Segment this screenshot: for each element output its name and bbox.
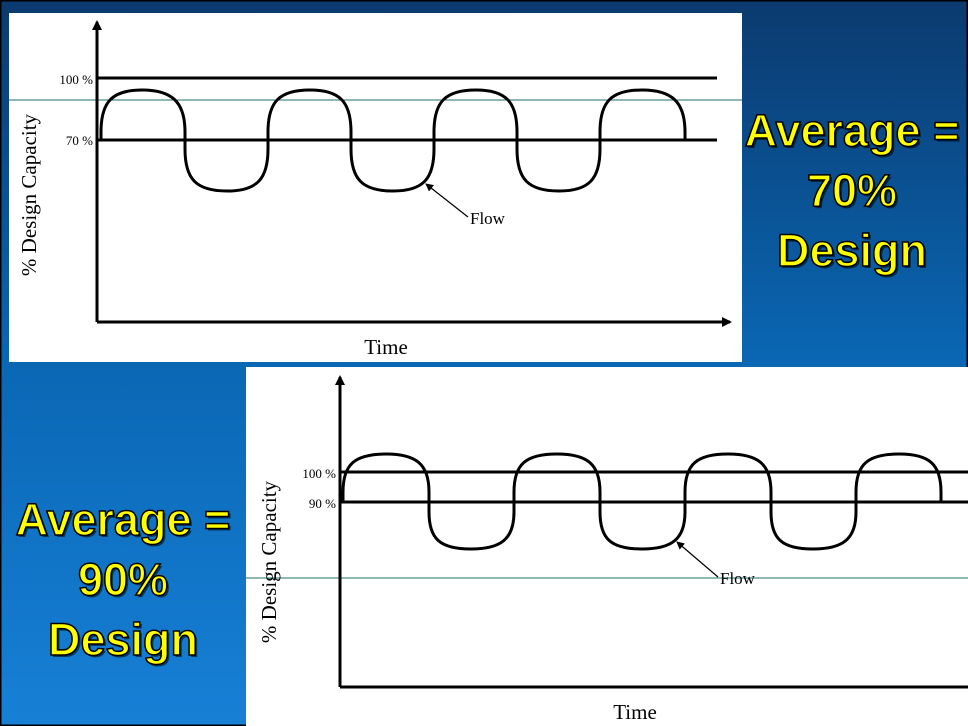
- top-upper-tick-label: 100 %: [59, 72, 93, 87]
- bottom-chart: Flow 100 % 90 % % Design Capacity Time: [257, 375, 968, 724]
- bottom-average-caption: Average = 90% Design: [0, 490, 246, 670]
- bottom-caption-line-3: Design: [47, 613, 199, 666]
- top-caption-line-3: Design: [776, 224, 928, 277]
- top-y-axis-label: % Design Capacity: [17, 113, 41, 276]
- bottom-upper-tick-label: 100 %: [302, 466, 336, 481]
- top-average-caption: Average = 70% Design: [736, 101, 968, 281]
- bottom-x-axis-label: Time: [613, 700, 657, 724]
- bottom-flow-curve: [341, 452, 943, 551]
- bottom-chart-panel: [246, 367, 968, 726]
- top-x-axis-label: Time: [364, 335, 408, 359]
- bottom-lower-tick-label: 90 %: [309, 496, 336, 511]
- top-lower-tick-label: 70 %: [66, 133, 93, 148]
- bottom-flow-label: Flow: [720, 569, 756, 588]
- top-caption-line-2: 70%: [806, 164, 898, 217]
- bottom-caption-line-2: 90%: [77, 553, 169, 606]
- top-flow-label: Flow: [470, 209, 506, 228]
- bottom-y-axis-label: % Design Capacity: [257, 480, 281, 643]
- top-chart: Flow 100 % 70 % % Design Capacity Time: [17, 20, 732, 359]
- top-flow-pointer: [425, 183, 469, 218]
- top-caption-line-1: Average =: [744, 104, 960, 157]
- top-flow-curve: [99, 88, 687, 193]
- bottom-caption-line-1: Average =: [15, 493, 231, 546]
- top-chart-panel: [9, 13, 742, 362]
- bottom-flow-pointer: [676, 541, 719, 578]
